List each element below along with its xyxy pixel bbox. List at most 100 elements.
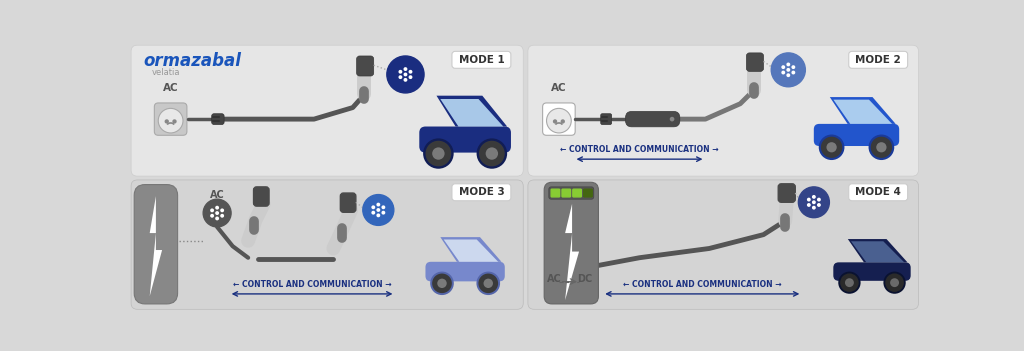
Circle shape — [377, 203, 380, 206]
Circle shape — [786, 73, 791, 77]
Circle shape — [826, 142, 837, 152]
Circle shape — [812, 206, 816, 210]
Circle shape — [409, 75, 413, 79]
Circle shape — [172, 119, 177, 124]
FancyBboxPatch shape — [778, 184, 796, 202]
Circle shape — [886, 273, 904, 292]
Circle shape — [220, 208, 224, 212]
Circle shape — [792, 65, 796, 69]
Circle shape — [403, 73, 408, 77]
Circle shape — [220, 214, 224, 218]
Circle shape — [884, 272, 905, 294]
FancyBboxPatch shape — [212, 114, 224, 125]
FancyBboxPatch shape — [543, 103, 575, 135]
Circle shape — [437, 279, 446, 288]
Circle shape — [786, 68, 791, 72]
Circle shape — [398, 70, 402, 74]
Circle shape — [423, 138, 454, 169]
Circle shape — [812, 200, 816, 204]
Circle shape — [840, 273, 859, 292]
FancyBboxPatch shape — [452, 51, 511, 68]
Text: MODE 1: MODE 1 — [459, 55, 504, 65]
Text: AC: AC — [163, 83, 178, 93]
Circle shape — [792, 71, 796, 74]
Circle shape — [560, 119, 565, 124]
Text: MODE 3: MODE 3 — [459, 187, 504, 197]
Circle shape — [215, 211, 219, 215]
Circle shape — [387, 56, 424, 93]
Circle shape — [870, 137, 892, 158]
Circle shape — [377, 213, 380, 217]
FancyBboxPatch shape — [452, 184, 511, 201]
FancyBboxPatch shape — [601, 114, 611, 125]
Text: MODE 4: MODE 4 — [855, 187, 901, 197]
Circle shape — [403, 78, 408, 82]
FancyBboxPatch shape — [419, 126, 511, 153]
Circle shape — [786, 62, 791, 66]
Circle shape — [381, 205, 385, 209]
FancyBboxPatch shape — [528, 180, 919, 309]
FancyBboxPatch shape — [551, 189, 560, 197]
Circle shape — [372, 205, 375, 209]
Circle shape — [845, 278, 854, 287]
Circle shape — [839, 272, 860, 294]
FancyBboxPatch shape — [254, 187, 269, 206]
Text: AC: AC — [547, 274, 561, 284]
Circle shape — [819, 134, 845, 160]
FancyBboxPatch shape — [626, 111, 680, 127]
Polygon shape — [150, 196, 162, 296]
Circle shape — [890, 278, 899, 287]
Text: ← CONTROL AND COMMUNICATION →: ← CONTROL AND COMMUNICATION → — [232, 279, 391, 289]
Circle shape — [409, 70, 413, 74]
Circle shape — [478, 273, 498, 293]
Circle shape — [799, 187, 829, 218]
Text: AC: AC — [551, 83, 566, 93]
FancyBboxPatch shape — [814, 124, 899, 146]
Circle shape — [165, 119, 169, 124]
Circle shape — [215, 217, 219, 220]
Circle shape — [403, 67, 408, 71]
Text: MODE 2: MODE 2 — [855, 55, 901, 65]
Polygon shape — [848, 239, 907, 262]
Polygon shape — [443, 239, 498, 262]
Circle shape — [210, 214, 214, 218]
Circle shape — [817, 198, 821, 201]
Polygon shape — [440, 99, 504, 126]
Polygon shape — [851, 241, 904, 262]
Circle shape — [807, 203, 811, 207]
Circle shape — [781, 65, 785, 69]
Polygon shape — [440, 237, 502, 262]
Text: AC: AC — [210, 190, 224, 200]
FancyBboxPatch shape — [528, 45, 919, 176]
Circle shape — [426, 141, 452, 166]
Text: ← CONTROL AND COMMUNICATION →: ← CONTROL AND COMMUNICATION → — [623, 279, 781, 289]
Circle shape — [381, 211, 385, 214]
Circle shape — [476, 272, 500, 295]
Circle shape — [479, 141, 505, 166]
Polygon shape — [834, 100, 892, 124]
Circle shape — [430, 272, 454, 295]
Circle shape — [362, 194, 394, 225]
FancyBboxPatch shape — [834, 262, 910, 281]
Text: ormazabal: ormazabal — [143, 52, 242, 70]
FancyBboxPatch shape — [746, 53, 764, 71]
Circle shape — [547, 108, 571, 133]
Circle shape — [812, 195, 816, 199]
Circle shape — [159, 108, 183, 133]
FancyBboxPatch shape — [131, 45, 523, 176]
Polygon shape — [565, 204, 579, 300]
FancyBboxPatch shape — [584, 189, 592, 197]
FancyBboxPatch shape — [544, 182, 598, 304]
FancyBboxPatch shape — [155, 103, 187, 135]
Circle shape — [553, 119, 557, 124]
Text: velatia: velatia — [152, 68, 180, 78]
Circle shape — [210, 208, 214, 212]
FancyBboxPatch shape — [562, 189, 570, 197]
Circle shape — [372, 211, 375, 214]
Circle shape — [377, 208, 380, 212]
Circle shape — [432, 147, 444, 160]
FancyBboxPatch shape — [849, 184, 907, 201]
Text: DC: DC — [578, 274, 593, 284]
Circle shape — [807, 198, 811, 201]
Circle shape — [476, 138, 507, 169]
